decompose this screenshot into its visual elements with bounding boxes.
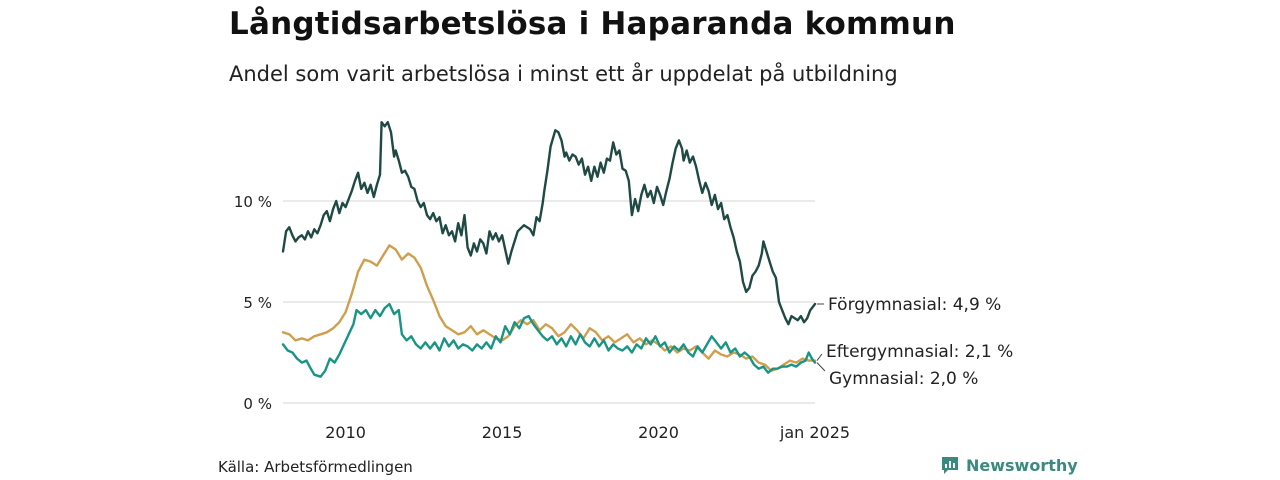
y-tick-label: 10 % bbox=[234, 193, 272, 211]
x-tick-label: 2010 bbox=[325, 423, 366, 442]
series-line-gymnasial bbox=[281, 302, 817, 378]
source-note: Källa: Arbetsförmedlingen bbox=[218, 458, 413, 476]
brand[interactable]: Newsworthy bbox=[940, 455, 1078, 475]
series-line-förgymnasial bbox=[281, 121, 817, 326]
y-tick-label: 0 % bbox=[243, 395, 272, 413]
end-label-leader bbox=[816, 353, 823, 361]
series-end-label: Förgymnasial: 4,9 % bbox=[828, 295, 1001, 315]
y-tick-label: 5 % bbox=[243, 294, 272, 312]
newsworthy-logo-icon bbox=[942, 457, 958, 474]
chart-subtitle: Andel som varit arbetslösa i minst ett å… bbox=[229, 62, 898, 86]
end-label-leader bbox=[816, 362, 826, 372]
series-line-eftergymnasial bbox=[281, 244, 817, 372]
x-tick-label: jan 2025 bbox=[779, 423, 850, 442]
x-tick-label: 2020 bbox=[638, 423, 679, 442]
chart-title: Långtidsarbetslösa i Haparanda kommun bbox=[229, 6, 956, 42]
series-end-label: Eftergymnasial: 2,1 % bbox=[826, 342, 1013, 362]
series-end-label: Gymnasial: 2,0 % bbox=[829, 369, 978, 389]
x-tick-label: 2015 bbox=[482, 423, 523, 442]
brand-name: Newsworthy bbox=[966, 455, 1078, 475]
